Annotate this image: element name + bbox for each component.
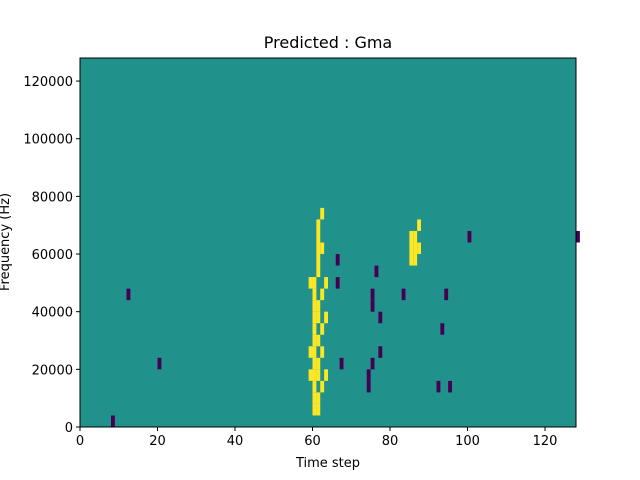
heatmap-cell <box>157 357 162 370</box>
y-tick-label: 20000 <box>32 363 73 378</box>
heatmap-cell <box>366 369 371 381</box>
heatmap-cell <box>370 300 375 312</box>
heatmap-cell <box>316 392 321 404</box>
heatmap-cell <box>324 369 328 381</box>
heatmap-cell <box>308 369 313 381</box>
heatmap-cell <box>409 242 414 255</box>
heatmap-cell <box>409 254 414 266</box>
heatmap-cell <box>316 219 321 231</box>
heatmap-cell <box>312 277 317 289</box>
heatmap-cell <box>312 323 317 335</box>
chart-title: Predicted : Gma <box>264 33 392 52</box>
x-tick-label: 80 <box>382 434 399 449</box>
y-tick-label: 0 <box>65 421 73 436</box>
heatmap-cell <box>576 230 580 243</box>
heatmap-cell <box>316 369 321 381</box>
heatmap-cell <box>316 300 321 312</box>
heatmap-cell <box>312 346 317 358</box>
heatmap-cell <box>324 311 328 324</box>
heatmap-cell <box>316 334 321 347</box>
x-axis-ticks: 0 20 40 60 80 100 120 <box>76 427 558 449</box>
heatmap-cell <box>312 311 317 324</box>
heatmap-cell <box>413 230 418 243</box>
heatmap-cell <box>440 323 445 335</box>
heatmap-cell <box>320 323 325 335</box>
y-tick-label: 40000 <box>32 306 73 321</box>
heatmap-cell <box>308 277 313 289</box>
x-tick-label: 40 <box>227 434 244 449</box>
heatmap-cell <box>413 242 418 255</box>
heatmap-cell <box>335 277 340 289</box>
heatmap-cell <box>312 288 317 301</box>
heatmap-cell <box>320 288 325 301</box>
plot-area <box>79 57 580 428</box>
heatmap-cell <box>312 403 317 416</box>
heatmap-cell <box>324 277 328 289</box>
heatmap-cell <box>320 242 325 255</box>
heatmap-cell <box>401 288 406 301</box>
heatmap-cell <box>111 415 115 427</box>
heatmap-cell <box>320 207 325 220</box>
heatmap-cell <box>444 288 449 301</box>
heatmap-cell <box>312 300 317 312</box>
heatmap-cell <box>316 265 321 278</box>
heatmap-cell <box>316 254 321 266</box>
y-tick-label: 80000 <box>32 190 73 205</box>
plot-frame <box>79 57 577 428</box>
heatmap-cell <box>312 334 317 347</box>
heatmap-cell <box>467 230 472 243</box>
y-axis-ticks: 0 20000 40000 60000 80000 100000 120000 <box>23 75 80 436</box>
heatmap-cell <box>436 380 441 393</box>
x-tick-label: 20 <box>149 434 166 449</box>
heatmap-cell <box>308 346 313 358</box>
x-tick-label: 100 <box>455 434 480 449</box>
heatmap-cell <box>448 380 452 393</box>
y-tick-label: 60000 <box>32 248 73 263</box>
heatmap-cell <box>417 242 421 255</box>
x-tick-label: 0 <box>76 434 84 449</box>
y-tick-label: 100000 <box>23 133 73 148</box>
heatmap-cell <box>335 254 340 266</box>
heatmap-cell <box>378 346 383 358</box>
heatmap-cell <box>312 357 317 370</box>
x-axis-label: Time step <box>295 456 360 471</box>
heatmap-cell <box>316 403 321 416</box>
heatmap-cell <box>312 392 317 404</box>
x-tick-label: 60 <box>304 434 321 449</box>
heatmap-cell <box>312 380 317 393</box>
y-tick-label: 120000 <box>23 75 73 90</box>
heatmap-cell <box>316 311 321 324</box>
heatmap-cell <box>409 230 414 243</box>
heatmap-cell <box>316 242 321 255</box>
heatmap-cell <box>417 219 421 231</box>
heatmap-background <box>80 58 576 427</box>
heatmap-cell <box>320 346 325 358</box>
heatmap-cell <box>370 357 375 370</box>
heatmap-cell <box>374 265 379 278</box>
heatmap-cell <box>378 311 383 324</box>
heatmap-cell <box>316 357 321 370</box>
heatmap-cell <box>339 357 344 370</box>
x-tick-label: 120 <box>533 434 558 449</box>
heatmap-cell <box>366 380 371 393</box>
heatmap-cell <box>370 288 375 301</box>
heatmap-cell <box>320 380 325 393</box>
heatmap-cell <box>316 230 321 243</box>
heatmap-cell <box>126 288 131 301</box>
heatmap-cell <box>312 369 317 381</box>
y-axis-label: Frequency (Hz) <box>0 193 13 291</box>
heatmap-cell <box>413 254 418 266</box>
